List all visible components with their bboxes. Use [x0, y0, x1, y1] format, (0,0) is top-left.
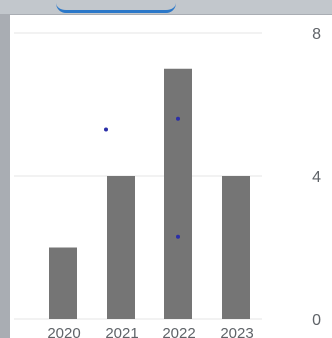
- point-2022-1: [176, 116, 180, 121]
- bar-2023: [222, 176, 250, 319]
- bar-2020: [49, 247, 77, 319]
- x-tick-label-2023: 2023: [220, 325, 253, 338]
- bar-2022: [164, 68, 192, 319]
- point-2021-0: [104, 127, 108, 132]
- x-tick-label-2022: 2022: [162, 325, 195, 338]
- y-tick-label-0: 0: [312, 312, 321, 329]
- x-tick-label-2020: 2020: [47, 325, 80, 338]
- top-accent-arc: [56, 0, 176, 13]
- bar-2021: [107, 176, 135, 319]
- y-tick-label-4: 4: [312, 169, 321, 186]
- point-2022-2: [176, 234, 180, 239]
- y-tick-label-8: 8: [312, 26, 321, 43]
- x-tick-label-2021: 2021: [105, 325, 138, 338]
